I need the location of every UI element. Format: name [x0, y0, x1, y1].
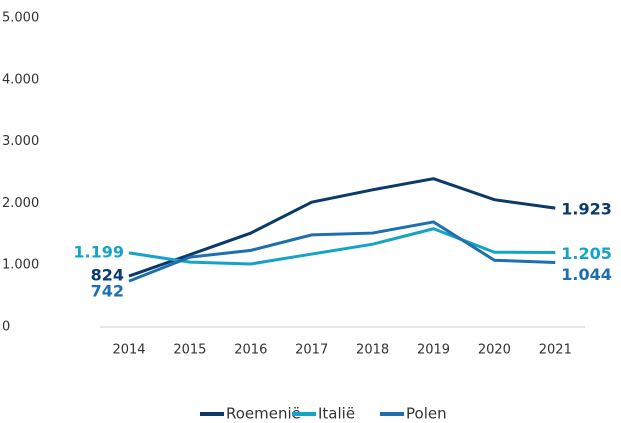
line-series: [128, 220, 556, 283]
y-tick-label: 1.000: [2, 258, 39, 273]
x-tick-label: 2020: [478, 343, 511, 358]
x-tick-label: 2014: [112, 343, 145, 358]
data-label: 742: [91, 282, 124, 301]
legend-label: Polen: [406, 405, 447, 423]
data-label: 1.205: [561, 244, 612, 263]
y-tick-label: 4.000: [2, 72, 39, 87]
y-tick-label: 0: [2, 320, 10, 335]
data-label: 1.199: [73, 242, 124, 261]
x-tick-label: 2016: [234, 343, 267, 358]
data-label: 1.923: [561, 200, 612, 219]
x-tick-label: 2015: [173, 343, 206, 358]
x-tick-label: 2019: [417, 343, 450, 358]
legend-label: Roemenië: [226, 405, 301, 423]
x-tick-label: 2021: [539, 343, 572, 358]
data-label: 1.044: [561, 265, 612, 284]
y-tick-label: 3.000: [2, 134, 39, 149]
data-label: 824: [91, 266, 124, 285]
y-tick-label: 2.000: [2, 196, 39, 211]
line-series: [128, 227, 556, 266]
x-tick-label: 2017: [295, 343, 328, 358]
legend-label: Italië: [318, 405, 355, 423]
x-tick-label: 2018: [356, 343, 389, 358]
y-tick-label: 5.000: [2, 11, 39, 26]
line-series: [128, 177, 556, 278]
